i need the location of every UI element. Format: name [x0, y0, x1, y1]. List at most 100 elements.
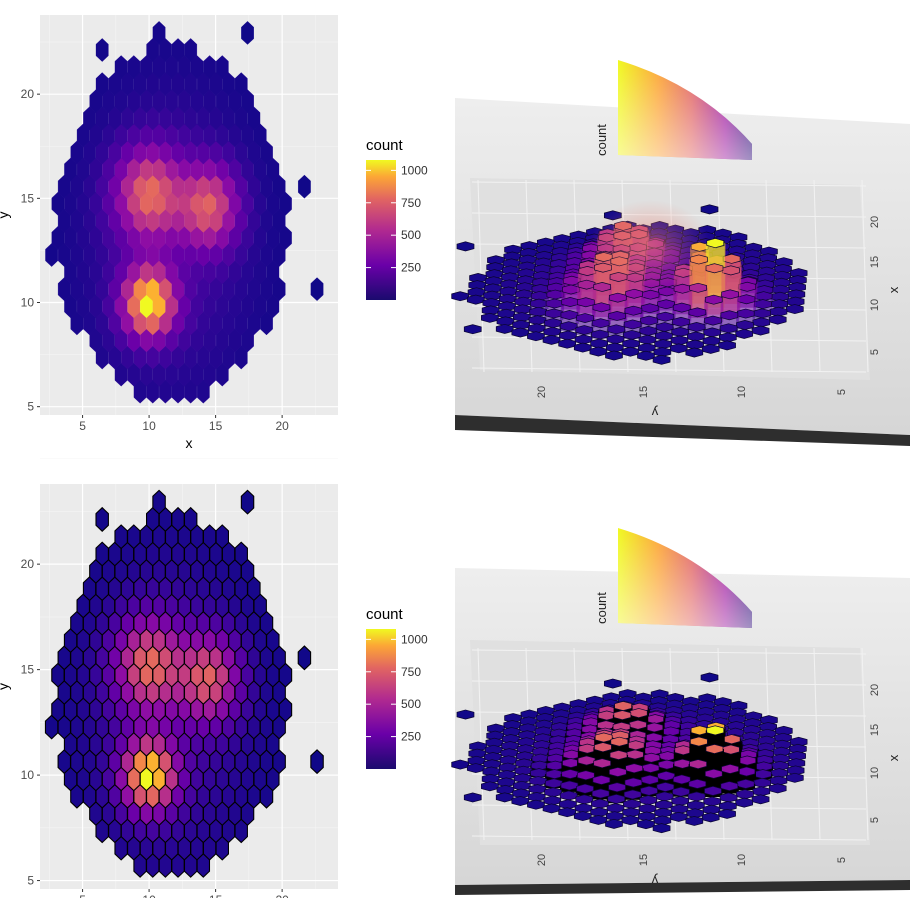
3d-hex-column [719, 315, 739, 326]
colorbar [366, 160, 396, 300]
3d-x-tick-label: 20 [869, 684, 881, 696]
3d-hex-top [641, 289, 660, 300]
3d-hex-top [527, 331, 545, 342]
3d-axes: 5 10 15 20 x 20 15 10 5 y [536, 216, 901, 420]
3d-hex-top [701, 812, 720, 823]
3d-hex-top [451, 759, 470, 770]
legend-title: count [366, 137, 404, 154]
3d-hex-top [753, 777, 771, 788]
3d-hex-top [639, 795, 658, 806]
3d-hex-top [652, 823, 671, 834]
3d-hex-top [626, 740, 645, 751]
3d-y-tick-label: 15 [638, 386, 650, 398]
3d-hex-top [578, 743, 597, 754]
3d-hex-top [722, 265, 740, 276]
hexbin-cell [127, 55, 141, 79]
legend-label: 250 [401, 730, 421, 744]
hexbin-cell [95, 541, 109, 567]
3d-hex-top [706, 725, 725, 736]
3d-y-axis-title: y [651, 873, 658, 888]
3d-hex-top [687, 791, 706, 802]
3d-hex-top [542, 803, 561, 814]
3d-hex-top [576, 770, 595, 781]
3d-hex-top [736, 789, 754, 800]
3d-hex-top [591, 329, 609, 340]
3d-hex-column [560, 774, 580, 785]
3d-hex-top [703, 796, 722, 807]
3d-hex-top [545, 298, 564, 309]
3d-y-tick-label: 10 [736, 386, 748, 398]
3d-hex-top [605, 818, 623, 829]
3d-hex-top [700, 204, 719, 215]
3d-hex-top [624, 777, 643, 788]
3d-hex-top [690, 725, 709, 736]
x-tick-label: 10 [142, 419, 156, 433]
hexbin-cell [183, 506, 198, 532]
3d-hex-top [669, 811, 688, 822]
3d-hex-top [544, 308, 563, 319]
3d-hex-top [629, 719, 647, 730]
3d-hex-top [594, 732, 613, 743]
3d-hex-top [657, 299, 675, 310]
floor-gridline [861, 179, 869, 373]
3d-hex-top [606, 334, 625, 345]
x-tick-label: 5 [79, 419, 86, 433]
3d-hex-top [511, 796, 530, 806]
3d-hex-top [542, 334, 561, 345]
3d-hex-top [768, 783, 787, 794]
3d-hex-top [646, 714, 664, 725]
3d-x-tick-label: 10 [869, 299, 881, 311]
hexbin-3d-render-top: 5 10 15 20 x 20 15 10 5 y count [451, 60, 910, 446]
3d-hex-top [671, 796, 690, 806]
3d-hex-top [625, 288, 644, 299]
3d-hex-top [626, 749, 644, 760]
3d-hex-top [704, 785, 722, 796]
3d-hex-top [613, 710, 632, 721]
floor-gridline [471, 367, 867, 373]
3d-hex-top [686, 331, 705, 342]
legend-label: 1000 [401, 632, 428, 646]
3d-hex-top [655, 330, 673, 341]
legend: count 1000 750 500 250 [366, 606, 428, 769]
3d-base-edge [455, 880, 910, 895]
3d-hex-top [560, 310, 579, 320]
3d-hex-top [720, 310, 739, 321]
3d-hex-top [621, 346, 640, 357]
3d-hex-top [546, 760, 565, 771]
3d-hex-top [594, 742, 612, 753]
3d-hex-top [656, 311, 675, 322]
3d-hex-top [735, 797, 754, 808]
3d-hex-top [623, 789, 642, 800]
3d-hex-top [559, 330, 577, 341]
legend-label: 750 [401, 665, 421, 679]
3d-hex-top [718, 808, 736, 819]
x-tick-label: 15 [209, 893, 223, 898]
3d-hex-top [574, 334, 593, 345]
3d-hex-top [527, 799, 545, 810]
hexbin-cell [215, 524, 229, 550]
3d-hex-top [576, 783, 594, 794]
3d-x-tick-label: 15 [869, 724, 881, 736]
3d-hex-top [529, 776, 548, 787]
3d-x-tick-label: 20 [869, 216, 881, 228]
3d-hex-top [704, 768, 723, 779]
3d-hex-top [528, 315, 547, 326]
3d-hex-top [736, 320, 754, 330]
3d-hex-top [576, 313, 594, 324]
3d-base-edge [455, 415, 910, 446]
3d-hex-top [562, 275, 581, 286]
3d-hex-top [640, 785, 658, 796]
3d-hex-top [751, 325, 770, 336]
3d-hex-top [722, 744, 740, 755]
3d-x-axis-title: x [886, 286, 901, 293]
3d-hex-top [562, 749, 581, 760]
3d-x-tick-label: 15 [869, 256, 881, 268]
3d-hex-top [495, 323, 514, 334]
3d-hex-top [703, 327, 722, 338]
floor-gridline [861, 647, 869, 841]
3d-hex-top [719, 792, 738, 803]
3d-hex-top [466, 763, 485, 774]
3d-hex-top [658, 751, 677, 762]
3d-hex-top [658, 759, 676, 770]
